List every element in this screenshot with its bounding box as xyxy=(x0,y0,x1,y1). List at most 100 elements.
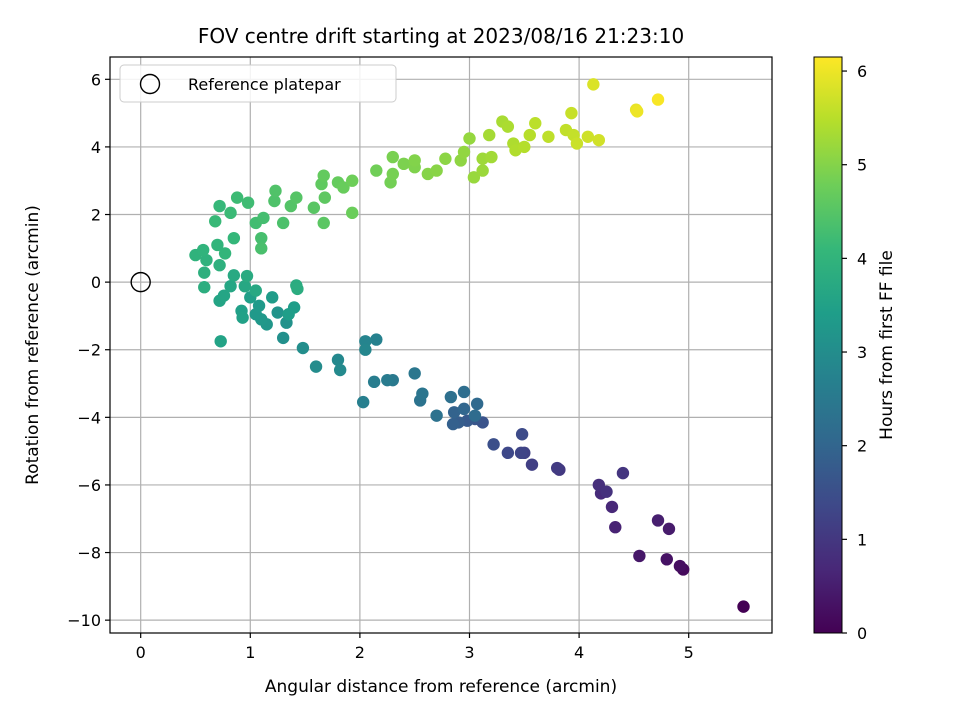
scatter-point xyxy=(337,181,350,194)
scatter-point xyxy=(501,120,515,133)
scatter-point xyxy=(290,191,303,204)
scatter-point xyxy=(271,306,284,319)
scatter-point xyxy=(196,243,210,257)
scatter-point xyxy=(268,194,281,208)
scatter-point xyxy=(633,549,646,563)
scatter-point xyxy=(214,335,227,348)
scatter-point xyxy=(241,196,255,209)
scatter-point xyxy=(651,514,665,527)
y-tick-label: 0 xyxy=(91,273,101,292)
scatter-point xyxy=(276,331,290,345)
scatter-point xyxy=(367,375,381,389)
scatter-point xyxy=(430,164,443,177)
scatter-points xyxy=(189,78,750,613)
legend-box xyxy=(119,64,397,103)
colorbar-tick-label: 0 xyxy=(857,624,867,643)
scatter-point xyxy=(605,500,619,514)
scatter-point xyxy=(346,174,359,187)
y-tick-label: 6 xyxy=(91,70,101,89)
scatter-point xyxy=(255,242,268,255)
scatter-point xyxy=(318,191,332,204)
reference-platepar-marker xyxy=(130,271,151,293)
axes-frame xyxy=(109,56,773,634)
colorbar-tick-label: 3 xyxy=(857,343,867,362)
x-axis: 0 1 2 3 4 5 xyxy=(136,633,694,662)
scatter-point xyxy=(630,105,644,118)
y-tick-label: 4 xyxy=(91,138,101,157)
scatter-point xyxy=(227,231,241,245)
x-tick-label: 5 xyxy=(684,643,694,662)
x-tick-label: 2 xyxy=(355,643,365,662)
scatter-point xyxy=(240,269,254,283)
scatter-point xyxy=(309,360,323,373)
scatter-point xyxy=(266,291,279,304)
y-axis: −10 −8 −6 −4 −2 0 2 4 6 xyxy=(67,70,110,630)
scatter-point xyxy=(592,133,606,147)
scatter-point xyxy=(198,266,211,279)
scatter-point xyxy=(198,280,211,294)
scatter-point xyxy=(570,137,584,150)
scatter-point xyxy=(616,466,630,480)
scatter-point xyxy=(487,438,500,451)
colorbar-tick-label: 5 xyxy=(857,156,867,175)
scatter-point xyxy=(457,402,471,416)
scatter-point xyxy=(386,150,399,164)
scatter-point xyxy=(346,206,359,220)
scatter-point xyxy=(525,458,539,471)
scatter-point xyxy=(470,397,484,411)
x-tick-label: 3 xyxy=(464,643,474,662)
x-axis-label: Angular distance from reference (arcmin) xyxy=(265,677,617,697)
colorbar-label: Hours from first FF file xyxy=(877,250,897,440)
scatter-point xyxy=(370,333,383,346)
y-tick-label: −6 xyxy=(77,476,101,495)
scatter-point xyxy=(587,78,600,91)
scatter-point xyxy=(408,154,421,167)
scatter-point xyxy=(386,167,399,181)
y-tick-label: −2 xyxy=(77,341,101,360)
scatter-point xyxy=(565,106,578,120)
scatter-point xyxy=(550,461,564,475)
scatter-point xyxy=(476,164,489,177)
scatter-point xyxy=(483,128,496,142)
scatter-point xyxy=(529,117,542,130)
scatter-point xyxy=(447,406,461,419)
scatter-point xyxy=(737,600,750,613)
scatter-point xyxy=(514,446,528,460)
scatter-point xyxy=(224,279,237,293)
scatter-point xyxy=(276,216,290,230)
scatter-point xyxy=(397,157,410,171)
scatter-point xyxy=(211,238,224,252)
y-tick-label: −8 xyxy=(77,544,101,563)
scatter-point xyxy=(485,150,498,164)
scatter-point xyxy=(257,211,270,225)
scatter-point xyxy=(370,164,383,177)
colorbar-tick-label: 2 xyxy=(857,437,867,456)
scatter-point xyxy=(609,520,622,534)
scatter-point xyxy=(224,206,237,220)
scatter-point xyxy=(515,428,529,441)
scatter-point xyxy=(252,299,266,312)
legend-label: Reference platepar xyxy=(188,75,341,94)
scatter-point xyxy=(331,353,345,367)
scatter-point xyxy=(217,289,231,302)
chart-title: FOV centre drift starting at 2023/08/16 … xyxy=(198,24,684,48)
scatter-point xyxy=(523,128,536,142)
x-tick-label: 0 xyxy=(136,643,146,662)
y-axis-label: Rotation from reference (arcmin) xyxy=(23,205,43,485)
scatter-point xyxy=(213,199,226,213)
scatter-point xyxy=(501,446,515,460)
scatter-point xyxy=(209,215,222,228)
scatter-point xyxy=(468,409,482,422)
scatter-point xyxy=(467,171,481,184)
scatter-point xyxy=(317,216,330,230)
scatter-point xyxy=(673,559,687,573)
legend-open-circle-icon xyxy=(139,73,161,95)
scatter-point xyxy=(255,231,268,245)
scatter-point xyxy=(381,373,394,387)
scatter-point xyxy=(200,253,213,267)
scatter-point xyxy=(444,390,458,404)
scatter-point xyxy=(236,311,249,324)
scatter-point xyxy=(333,363,347,377)
scatter-point xyxy=(542,130,555,143)
scatter-point xyxy=(269,184,282,198)
